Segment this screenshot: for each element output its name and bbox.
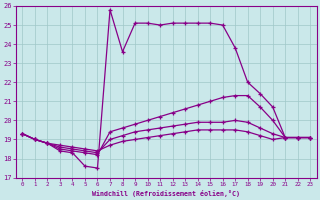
X-axis label: Windchill (Refroidissement éolien,°C): Windchill (Refroidissement éolien,°C): [92, 190, 240, 197]
